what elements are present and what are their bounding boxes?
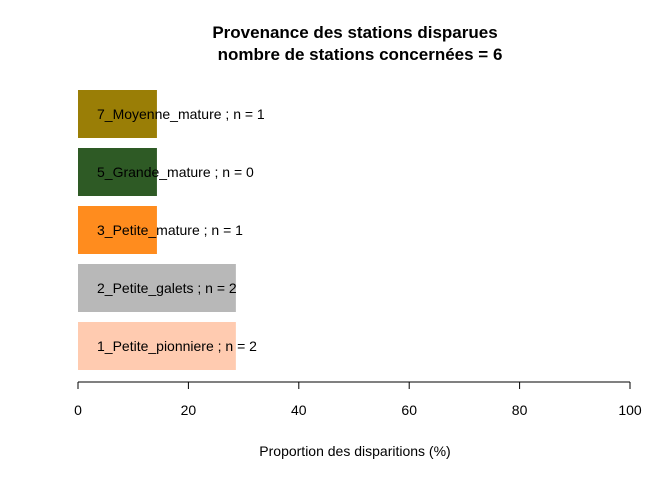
bar-label: 3_Petite_mature ; n = 1: [97, 222, 243, 238]
bar-1_Petite_pionniere: [78, 322, 236, 370]
x-tick-label: 20: [181, 402, 197, 418]
chart-title: Provenance des stations disparues: [212, 23, 497, 42]
x-tick-label: 0: [74, 402, 82, 418]
bar-2_Petite_galets: [78, 264, 236, 312]
bars-group: 1_Petite_pionniere ; n = 2 2_Petite_galet…: [78, 90, 265, 370]
x-tick-label: 100: [618, 402, 642, 418]
bar-label: 5_Grande_mature ; n = 0: [97, 164, 254, 180]
bar-3_Petite_mature: [78, 206, 157, 254]
x-tick-label: 60: [401, 402, 417, 418]
x-tick-label: 40: [291, 402, 307, 418]
x-axis: 0 20 40 60 80 100: [74, 381, 642, 418]
bar-5_Grande_mature: [78, 148, 157, 196]
bar-7_Moyenne_mature: [78, 90, 157, 138]
x-tick-label: 80: [512, 402, 528, 418]
bar-label: 7_Moyenne_mature ; n = 1: [97, 106, 265, 122]
chart-subtitle: nombre de stations concernées = 6: [218, 45, 503, 64]
bar-label: 2_Petite_galets ; n = 2: [97, 280, 237, 296]
bar-label: 1_Petite_pionniere ; n = 2: [97, 338, 257, 354]
x-axis-label: Proportion des disparitions (%): [259, 443, 450, 459]
